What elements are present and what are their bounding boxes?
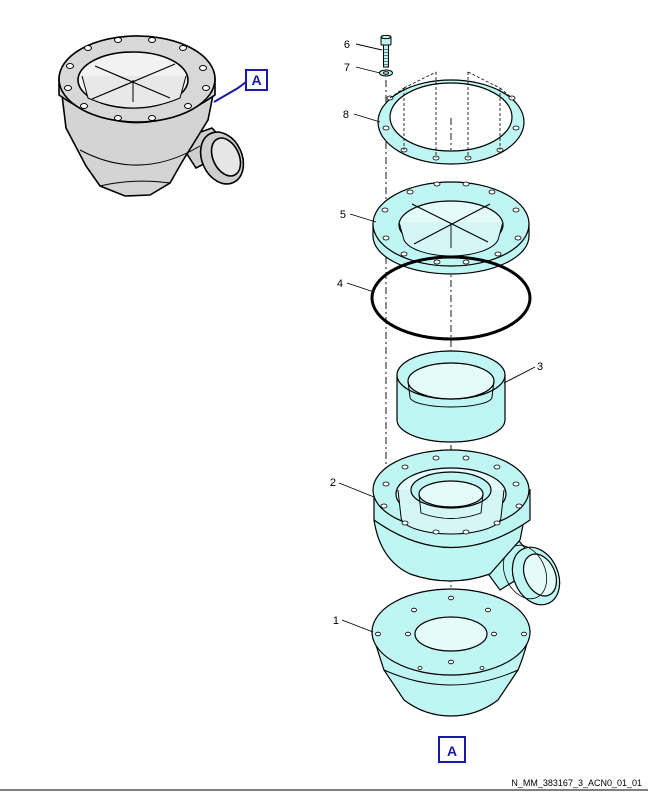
callout-a-top: A — [245, 69, 268, 91]
label-part-7: 7 — [344, 62, 350, 74]
label-part-8: 8 — [343, 109, 349, 121]
label-part-4: 4 — [337, 278, 343, 290]
callout-a-bottom: A — [438, 736, 466, 763]
part-5-flange-plate — [372, 181, 530, 275]
part-7-washer — [379, 69, 393, 77]
label-part-2: 2 — [330, 477, 336, 489]
part-3-cylinder-insert — [396, 350, 506, 443]
label-part-6: 6 — [344, 39, 350, 51]
part-number-labels: 6 7 8 5 4 3 2 1 — [330, 39, 543, 627]
part-8-gasket — [377, 71, 525, 165]
part-2-housing — [372, 449, 561, 606]
label-part-5: 5 — [340, 209, 346, 221]
label-part-1: 1 — [333, 615, 339, 627]
figure-id: N_MM_383167_3_ACN0_01_01 — [511, 778, 642, 788]
part-6-bolt — [380, 34, 392, 68]
part-4-o-ring — [370, 255, 532, 341]
part-1-base-cone — [371, 588, 531, 717]
overview-callout-leader — [213, 81, 247, 103]
label-part-3: 3 — [537, 361, 543, 373]
callout-a-bottom-label: A — [447, 743, 457, 759]
callout-a-top-label: A — [251, 72, 261, 88]
overview-assembly — [58, 35, 245, 197]
leader-lines — [338, 43, 536, 633]
